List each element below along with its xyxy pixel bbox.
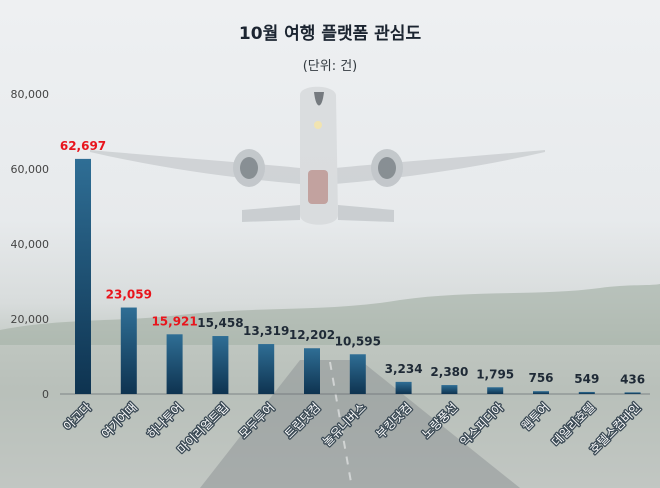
bar-value-label: 15,458 [197,316,243,330]
category-label: 부킹닷컴 [374,400,415,441]
category-label: 하나투어 [145,400,186,441]
category-label: 웹투어 [519,400,552,433]
category-label: 노랑풍선 [419,400,460,441]
bar [624,392,641,394]
chart-subtitle: (단위: 건) [303,59,358,74]
bar-value-label: 12,202 [289,328,335,342]
category-label: 데일리호텔 [549,400,598,449]
chart-title: 10월 여행 플랫폼 관심도 [239,24,422,44]
bar-value-label: 15,921 [151,314,197,328]
airplane-icon [90,86,545,225]
bar [395,381,412,394]
bar [441,385,458,394]
bar [578,391,595,394]
runway-centerline [329,361,353,488]
bar [166,334,183,394]
bars-group [75,158,641,394]
bar-value-label: 756 [528,371,553,385]
bar [533,391,549,394]
bar [304,348,320,394]
bar [75,158,91,394]
bar-value-label: 1,795 [476,367,514,381]
y-tick-label: 40,000 [11,238,50,251]
bar-value-label: 23,059 [106,288,152,302]
category-label: 트립닷컴 [282,400,323,441]
category-label: 놀유니버스 [320,400,369,449]
bar-value-label: 62,697 [60,139,106,153]
treeline-shape [0,284,660,345]
category-label: 아고다 [61,400,94,433]
bar-value-label: 3,234 [385,362,423,376]
bar [212,336,229,394]
y-axis: 0 20,000 40,000 60,000 80,000 [11,88,50,401]
category-label: 여기어때 [99,400,140,441]
bar [349,354,366,394]
category-label: 익스피디아 [457,400,506,449]
bar-value-label: 10,595 [335,334,381,348]
bar-value-label: 549 [574,372,599,386]
bar-value-label: 2,380 [430,365,468,379]
y-tick-label: 20,000 [11,313,50,326]
bar [258,344,275,394]
runway-shape [200,360,520,488]
category-label: 모두투어 [236,400,277,441]
y-tick-label: 80,000 [11,88,50,101]
bar [120,307,137,394]
bar-value-label: 13,319 [243,324,289,338]
y-tick-label: 0 [42,388,49,401]
bar-value-label: 436 [620,372,645,386]
bar [487,387,504,394]
y-tick-label: 60,000 [11,163,50,176]
